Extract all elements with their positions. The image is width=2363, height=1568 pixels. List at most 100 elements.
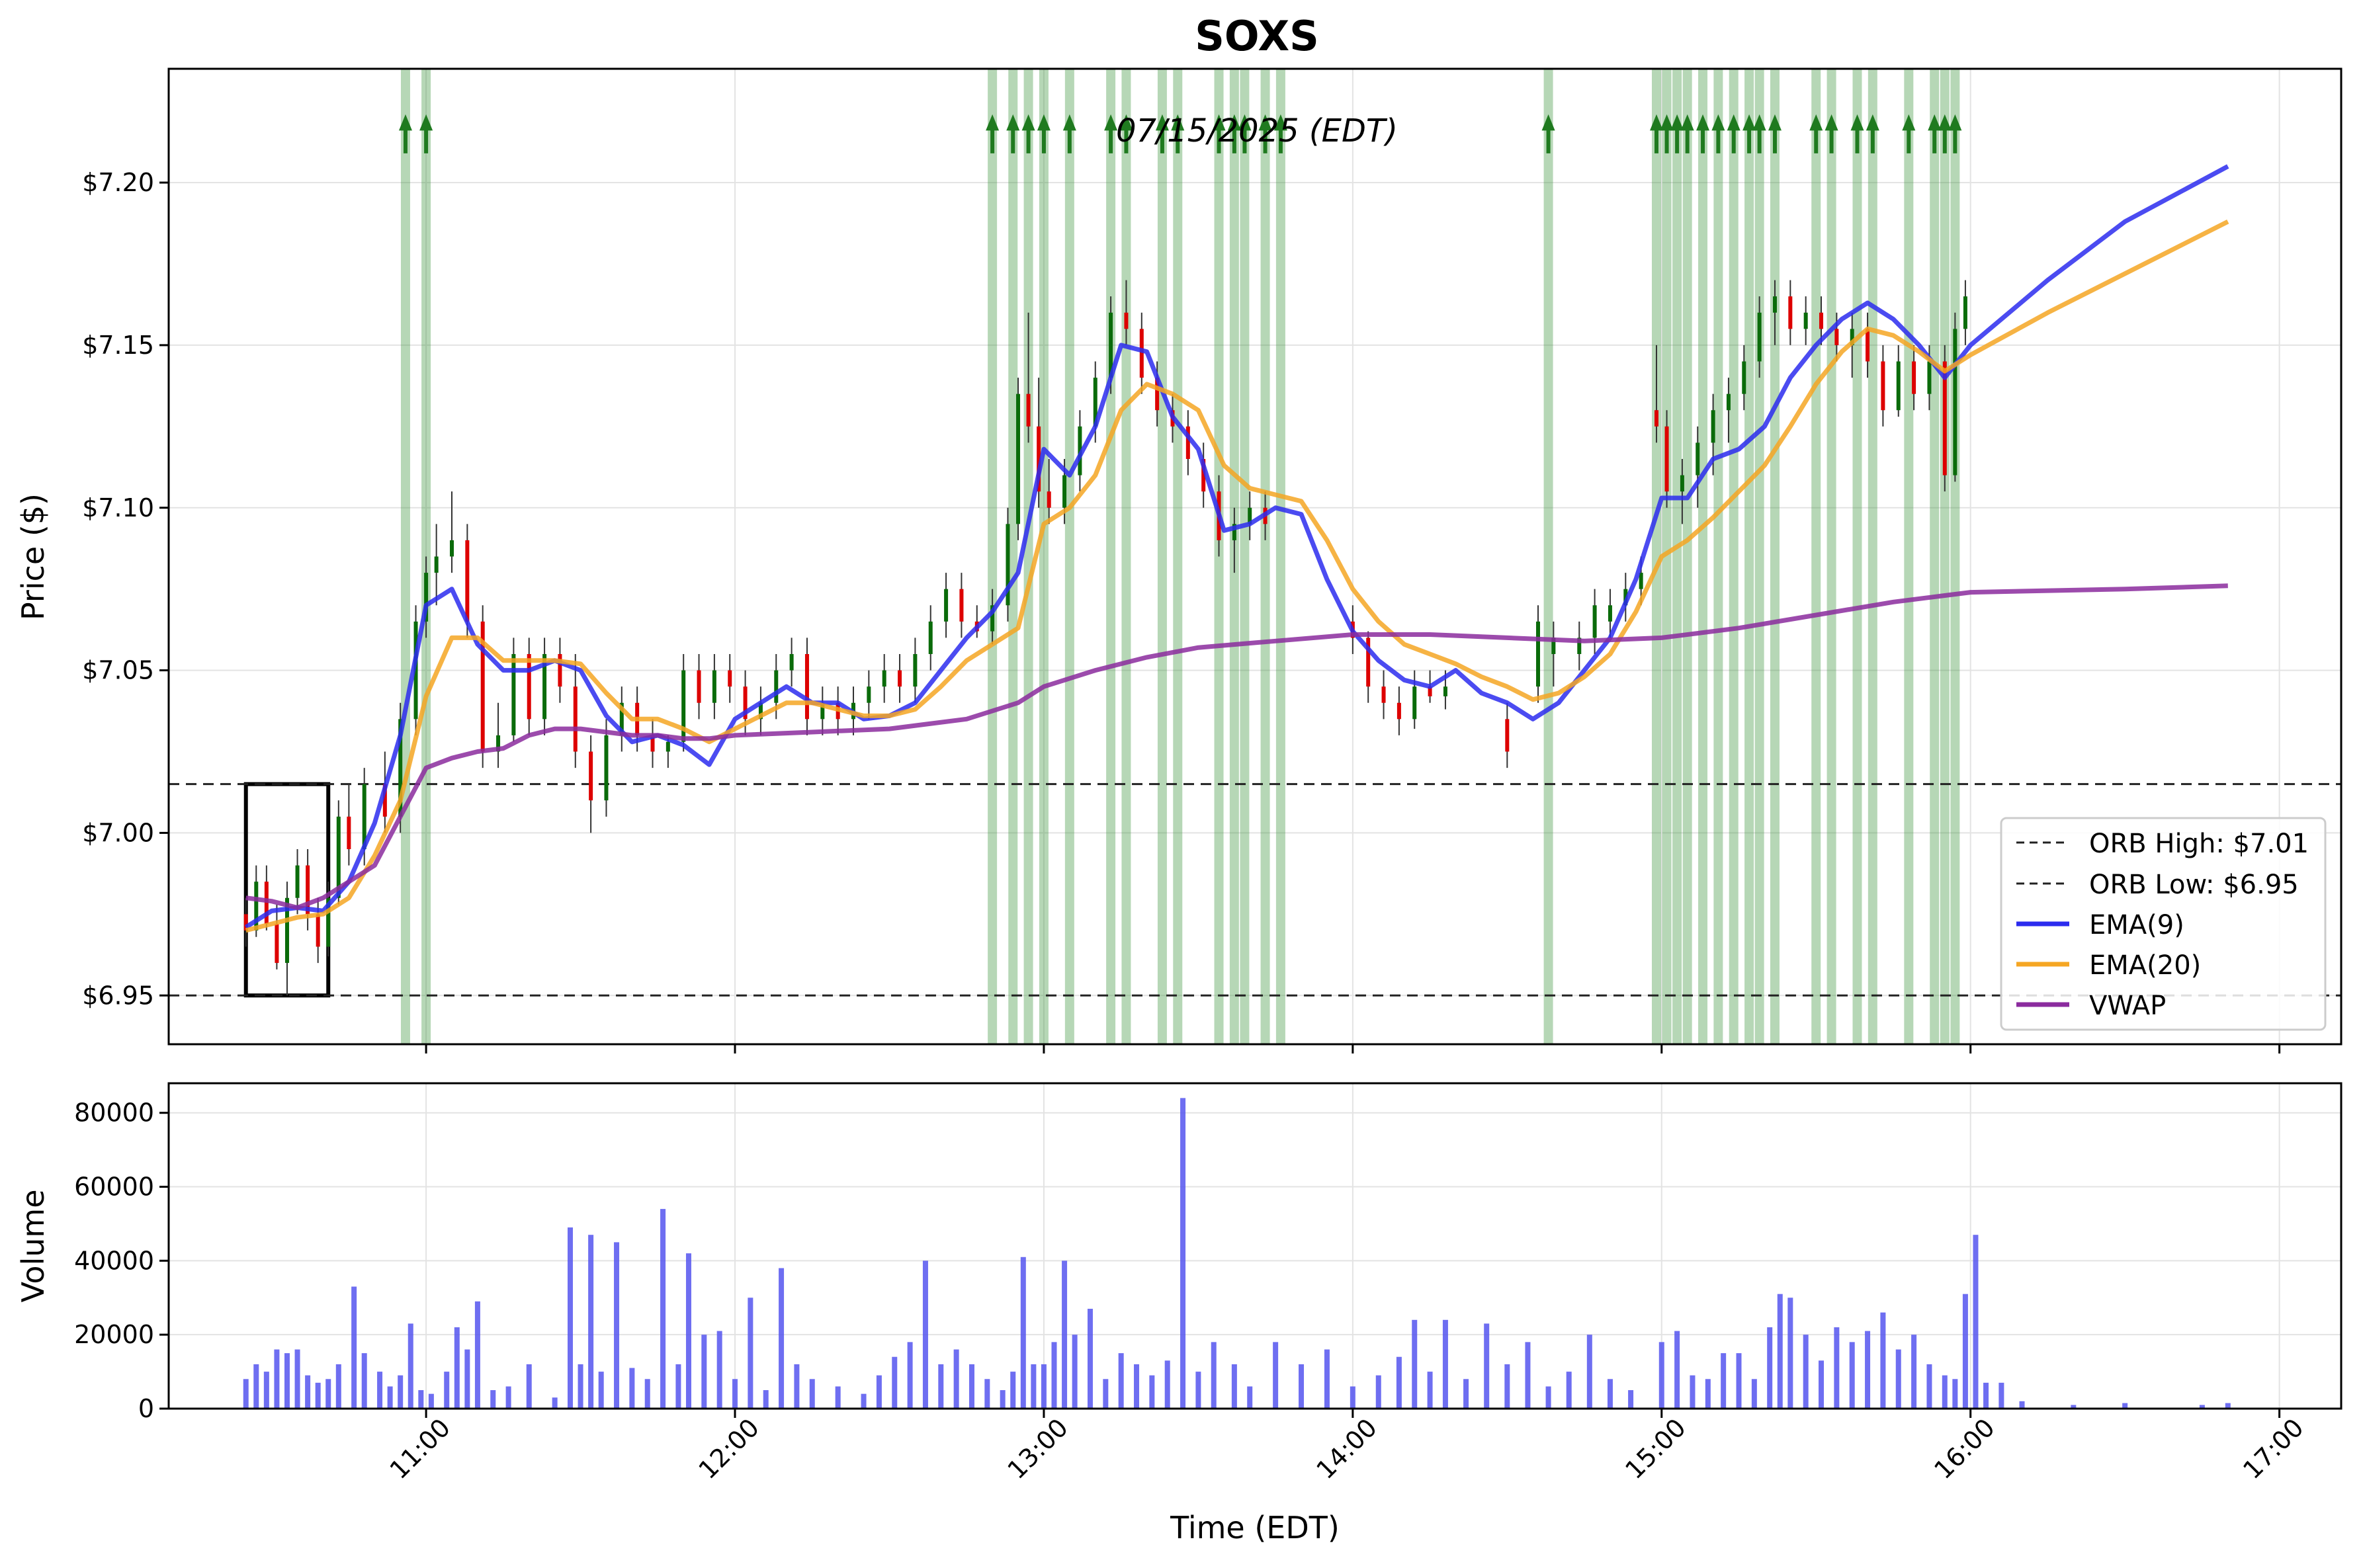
volume-bar bbox=[335, 1364, 341, 1409]
signal-arrow bbox=[1212, 114, 1226, 153]
price-y-tick-label: $7.15 bbox=[82, 331, 154, 360]
volume-bar bbox=[835, 1386, 841, 1409]
candle-body bbox=[347, 816, 351, 849]
signal-band bbox=[1121, 69, 1131, 1044]
candle-body bbox=[882, 670, 886, 687]
candle-body bbox=[1927, 361, 1932, 394]
volume-bar bbox=[588, 1235, 594, 1409]
volume-bar bbox=[1607, 1379, 1613, 1409]
volume-bar bbox=[1010, 1372, 1016, 1409]
signal-arrow bbox=[1680, 114, 1694, 153]
candle-body bbox=[1062, 475, 1067, 508]
candle-body bbox=[1592, 605, 1597, 638]
volume-bar bbox=[614, 1242, 620, 1409]
volume-bar bbox=[274, 1349, 280, 1409]
volume-bar bbox=[2019, 1401, 2025, 1409]
signal-arrow bbox=[1727, 114, 1740, 153]
signal-arrow bbox=[1258, 114, 1272, 153]
volume-bar bbox=[1998, 1382, 2004, 1409]
signal-band bbox=[1868, 69, 1877, 1044]
volume-bar bbox=[598, 1372, 604, 1409]
volume-y-axis: 0 20000 40000 60000 80000 bbox=[74, 1098, 169, 1423]
volume-bar bbox=[1020, 1257, 1026, 1409]
volume-bar bbox=[1164, 1360, 1170, 1409]
volume-bar bbox=[464, 1349, 470, 1409]
signal-arrows bbox=[398, 114, 1962, 153]
volume-bar bbox=[1087, 1309, 1093, 1409]
candle-body bbox=[295, 865, 300, 898]
signal-band bbox=[1543, 69, 1553, 1044]
candle-body bbox=[1696, 442, 1700, 475]
signal-arrow bbox=[1948, 114, 1962, 153]
volume-bar bbox=[1586, 1335, 1592, 1409]
volume-bar bbox=[1134, 1364, 1140, 1409]
price-x-ticks bbox=[425, 1044, 2281, 1053]
signal-arrow bbox=[1006, 114, 1020, 153]
volume-bar bbox=[701, 1335, 707, 1409]
volume-bar bbox=[1973, 1235, 1979, 1409]
volume-bar bbox=[748, 1298, 753, 1409]
candle-body bbox=[1953, 329, 1957, 475]
signal-arrow bbox=[1238, 114, 1252, 153]
candle-body bbox=[284, 897, 289, 964]
volume-bar bbox=[2122, 1403, 2128, 1409]
volume-bar bbox=[1787, 1298, 1793, 1409]
candle-body bbox=[789, 654, 794, 671]
volume-bar bbox=[398, 1375, 404, 1409]
volume-bar bbox=[444, 1372, 450, 1409]
volume-bar bbox=[644, 1379, 650, 1409]
volume-bars bbox=[243, 1098, 2231, 1409]
volume-bar bbox=[1566, 1372, 1572, 1409]
volume-bar bbox=[1273, 1342, 1279, 1409]
candle-body bbox=[1942, 361, 1947, 475]
candle-body bbox=[336, 816, 341, 898]
signal-arrow bbox=[1119, 114, 1133, 153]
legend-ema20-label: EMA(20) bbox=[2089, 950, 2201, 981]
candle-body bbox=[697, 670, 701, 703]
candle-body bbox=[758, 702, 763, 720]
volume-bar bbox=[1149, 1375, 1155, 1409]
candle-body bbox=[558, 654, 562, 687]
volume-bar bbox=[1051, 1342, 1057, 1409]
volume-bar bbox=[253, 1364, 259, 1409]
volume-bar bbox=[1299, 1364, 1305, 1409]
volume-bar bbox=[794, 1364, 800, 1409]
signal-arrow bbox=[1541, 114, 1555, 153]
candle-body bbox=[944, 589, 949, 622]
candle-body bbox=[1608, 605, 1612, 622]
candle-body bbox=[1819, 312, 1824, 329]
signal-arrow bbox=[1670, 114, 1684, 153]
volume-bar bbox=[984, 1379, 990, 1409]
candle-body bbox=[1881, 361, 1885, 411]
candle-body bbox=[1680, 475, 1684, 492]
volume-plot-area bbox=[169, 1083, 2341, 1409]
volume-bar bbox=[1674, 1331, 1680, 1409]
volume-bar bbox=[1705, 1379, 1711, 1409]
candle-body bbox=[867, 686, 871, 703]
volume-bar bbox=[629, 1368, 635, 1409]
signal-arrow bbox=[1037, 114, 1051, 153]
price-panel: 07/15/2025 (EDT) $6.95 $7.00 $7.05 $7.10 $7.… bbox=[15, 67, 2342, 1053]
signal-arrow bbox=[1021, 114, 1035, 153]
volume-bar bbox=[474, 1301, 480, 1409]
volume-bar bbox=[1062, 1260, 1068, 1409]
signal-band bbox=[1754, 69, 1764, 1044]
volume-bar bbox=[377, 1372, 383, 1409]
volume-bar bbox=[1880, 1312, 1886, 1409]
candle-body bbox=[1428, 686, 1432, 696]
volume-bar bbox=[387, 1386, 393, 1409]
candle-body bbox=[1654, 410, 1658, 427]
candle-body bbox=[326, 897, 331, 947]
candle-body bbox=[666, 741, 670, 752]
signal-arrow bbox=[1273, 114, 1287, 153]
signal-band bbox=[1157, 69, 1167, 1044]
signal-band bbox=[1682, 69, 1692, 1044]
signal-band bbox=[1039, 69, 1049, 1044]
candle-body bbox=[243, 914, 248, 930]
ema20-line bbox=[245, 219, 2229, 933]
volume-bar bbox=[953, 1349, 959, 1409]
signal-arrow bbox=[1809, 114, 1823, 153]
candle-body bbox=[959, 589, 964, 622]
volume-bar bbox=[1658, 1342, 1664, 1409]
